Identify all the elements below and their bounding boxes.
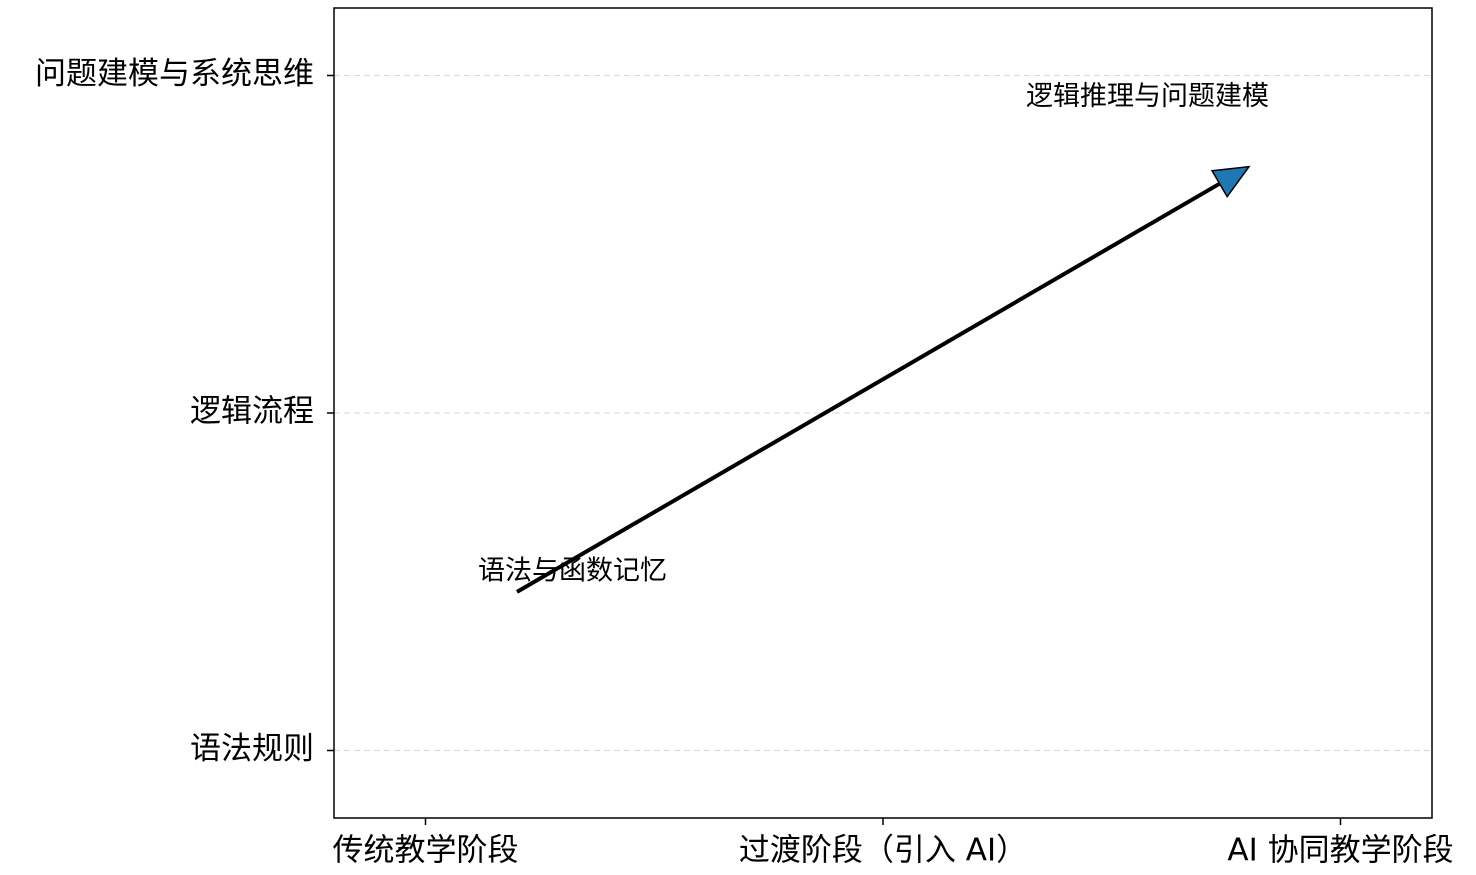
x-tick-label: AI 协同教学阶段 [1227,833,1453,869]
y-tick-label: 逻辑流程 [190,394,314,430]
x-tick-label: 过渡阶段（引入 AI） [739,833,1027,869]
x-tick-label: 传统教学阶段 [333,833,519,869]
arrow-head [1210,165,1251,199]
arrow-shaft [515,181,1221,594]
plot-frame [333,7,1433,819]
y-tick-label: 语法规则 [190,731,314,767]
annotation: 逻辑推理与问题建模 [1026,81,1269,112]
y-tick-label: 问题建模与系统思维 [35,56,314,92]
annotation: 语法与函数记忆 [478,555,667,586]
